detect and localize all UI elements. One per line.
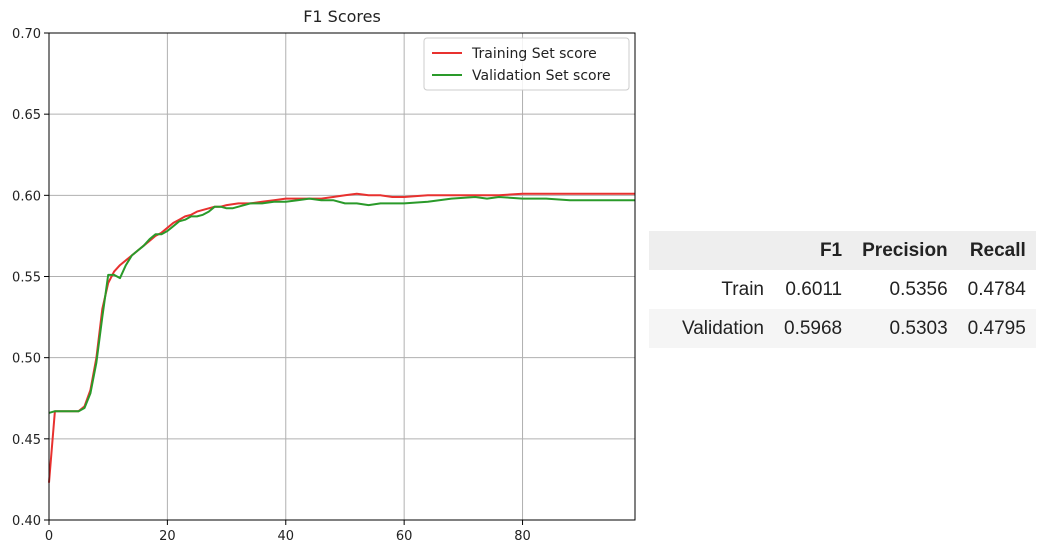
f1-scores-chart: F1 Scores 0 20 40 60 80 0.40 0.45 0.50 0.55 0.60 0… <box>12 7 636 544</box>
x-tick-label: 40 <box>277 529 294 544</box>
legend-box <box>423 37 630 91</box>
y-tick-label: 0.50 <box>12 352 41 367</box>
train-f1-value: 0.6011 <box>785 278 843 300</box>
scores-table: F1 Precision Recall Train 0.6011 0.5356 … <box>649 231 1036 348</box>
validation-precision-value: 0.5303 <box>852 309 958 348</box>
validation-f1-value: 0.5968 <box>774 309 853 348</box>
y-tick-label: 0.60 <box>12 189 41 204</box>
table-corner-cell <box>649 231 774 270</box>
legend-label-validation: Validation Set score <box>472 68 611 84</box>
y-tick-label: 0.70 <box>12 27 41 42</box>
column-header-f1: F1 <box>774 231 853 270</box>
train-precision-value: 0.5356 <box>889 278 948 300</box>
row-label-train: Train <box>721 278 764 300</box>
table-row: Validation 0.5968 0.5303 0.4795 <box>649 309 1036 348</box>
column-header-precision: Precision <box>852 231 958 270</box>
y-tick-label: 0.55 <box>12 271 41 286</box>
y-tick-label: 0.45 <box>12 433 41 448</box>
table-header-row: F1 Precision Recall <box>649 231 1036 270</box>
column-header-recall: Recall <box>957 231 1036 270</box>
legend-label-training: Training Set score <box>471 46 597 62</box>
row-label-validation: Validation <box>649 309 774 348</box>
y-tick-label: 0.40 <box>12 514 41 529</box>
table-row: Train 0.6011 0.5356 0.4784 <box>649 270 1036 309</box>
y-tick-label: 0.65 <box>12 108 41 123</box>
x-tick-label: 0 <box>45 529 53 544</box>
x-tick-label: 80 <box>514 529 531 544</box>
legend: Training Set score Validation Set score <box>423 37 630 91</box>
validation-recall-value: 0.4795 <box>957 309 1036 348</box>
training-set-score-line <box>48 192 635 483</box>
x-tick-label: 60 <box>396 529 413 544</box>
validation-set-score-line <box>48 196 635 414</box>
x-tick-label: 20 <box>159 529 176 544</box>
train-recall-value: 0.4784 <box>967 278 1026 300</box>
chart-title: F1 Scores <box>303 7 381 26</box>
